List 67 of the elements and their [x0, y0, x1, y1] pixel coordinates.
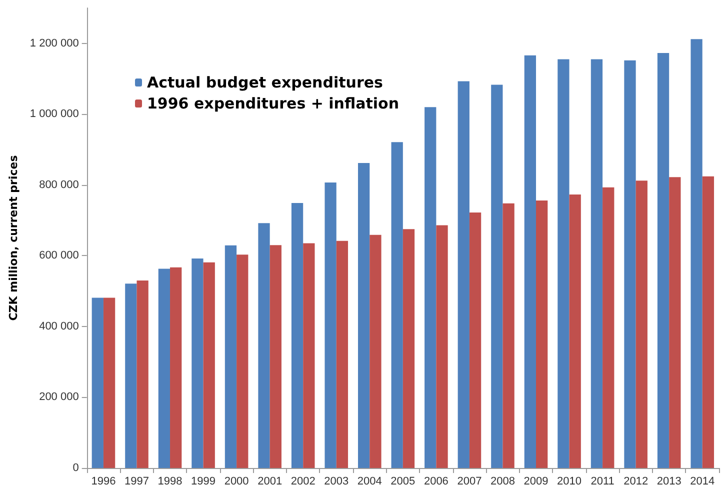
legend-label: Actual budget expenditures — [147, 74, 384, 92]
y-tick-label: 800 000 — [39, 178, 79, 191]
y-tick-label: 400 000 — [39, 320, 79, 332]
bar — [602, 187, 614, 468]
bar — [690, 39, 702, 468]
x-tick-label: 2002 — [290, 476, 316, 488]
x-tick-label: 2006 — [424, 476, 448, 488]
bar — [391, 142, 403, 468]
bar — [624, 60, 636, 468]
bar — [469, 212, 482, 468]
y-tick-label: 1 000 000 — [30, 108, 79, 120]
x-tick-label: 2014 — [690, 476, 715, 488]
legend-label: 1996 expenditures + inflation — [147, 94, 400, 112]
x-tick-label: 2013 — [656, 476, 682, 488]
bar — [436, 225, 448, 468]
bar — [636, 180, 648, 468]
x-tick-label: 2005 — [390, 476, 416, 488]
bar — [192, 258, 204, 468]
bar — [491, 84, 503, 468]
x-tick-label: 2008 — [490, 476, 515, 488]
y-tick-label: 200 000 — [39, 391, 79, 404]
bar — [558, 59, 570, 468]
x-tick-label: 1999 — [191, 476, 216, 488]
bar — [303, 243, 315, 468]
x-tick-label: 2004 — [357, 476, 382, 488]
bar — [92, 298, 104, 468]
bar — [125, 284, 137, 468]
x-tick-label: 1998 — [158, 476, 182, 488]
bar — [270, 245, 282, 468]
bar — [258, 223, 270, 468]
bar — [358, 162, 370, 468]
x-tick-label: 2010 — [557, 476, 582, 488]
bar — [402, 229, 415, 468]
x-tick-label: 2011 — [590, 476, 614, 488]
bar — [224, 245, 237, 468]
x-tick-label: 2012 — [624, 476, 648, 488]
bar — [136, 280, 148, 468]
bar — [170, 267, 182, 468]
y-tick-label: 1 200 000 — [30, 37, 79, 50]
x-tick-label: 1996 — [91, 476, 116, 488]
bar — [536, 200, 548, 468]
bar — [203, 262, 215, 468]
bar — [336, 240, 348, 468]
bar — [669, 177, 681, 468]
x-tick-label: 1997 — [124, 476, 149, 488]
bar — [236, 254, 248, 468]
bar — [502, 203, 514, 468]
bar — [657, 52, 670, 468]
bar — [370, 234, 382, 468]
y-tick-label: 600 000 — [39, 250, 79, 262]
y-tick-label: 0 — [72, 462, 79, 474]
bar — [424, 107, 436, 468]
x-tick-label: 2001 — [258, 476, 282, 488]
x-tick-label: 2009 — [524, 476, 548, 488]
x-tick-label: 2000 — [224, 476, 249, 488]
y-axis-title: CZK million, current prices — [7, 154, 20, 321]
bar — [324, 182, 336, 468]
bar — [524, 55, 536, 468]
bar — [158, 268, 170, 468]
bar — [569, 194, 581, 468]
bar — [103, 298, 116, 468]
bar — [458, 81, 470, 468]
bar — [291, 202, 304, 468]
x-tick-label: 2007 — [457, 476, 482, 488]
bar — [702, 176, 714, 468]
bar — [590, 59, 603, 468]
x-tick-label: 2003 — [324, 476, 349, 488]
